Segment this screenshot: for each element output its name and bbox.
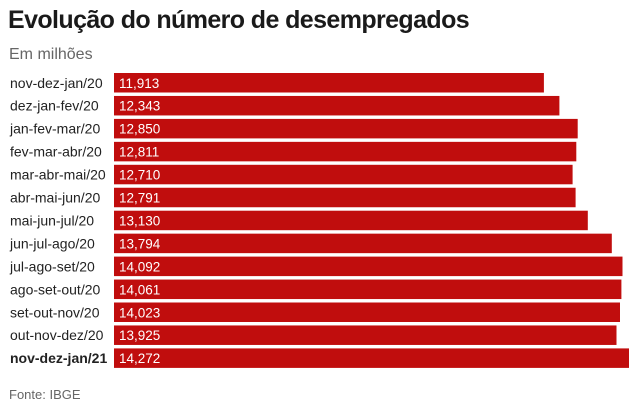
- category-label: out-nov-dez/20: [10, 327, 104, 343]
- bar: [114, 210, 588, 231]
- bar: [114, 187, 576, 208]
- source-note: Fonte: IBGE: [9, 387, 81, 402]
- bar-value-label: 11,913: [119, 76, 159, 91]
- bar: [114, 164, 573, 185]
- bar-value-label: 12,791: [119, 191, 160, 206]
- category-label: jun-jul-ago/20: [9, 235, 95, 251]
- bar: [114, 279, 622, 300]
- bar: [114, 95, 560, 116]
- category-label: mai-jun-jul/20: [10, 212, 94, 228]
- bar: [114, 302, 620, 322]
- bar: [114, 325, 617, 345]
- bar-value-label: 13,925: [119, 328, 160, 343]
- category-label: fev-mar-abr/20: [10, 144, 102, 160]
- bar: [114, 141, 577, 162]
- bar: [114, 256, 623, 277]
- category-label: ago-set-out/20: [10, 281, 100, 297]
- bar-value-label: 14,023: [119, 305, 160, 320]
- bar-value-label: 12,811: [119, 145, 159, 160]
- bar-value-label: 12,850: [119, 122, 160, 137]
- bar-value-label: 12,710: [119, 168, 160, 183]
- category-label: mar-abr-mai/20: [10, 167, 106, 183]
- bar: [114, 348, 629, 368]
- bar: [114, 73, 544, 93]
- category-label: nov-dez-jan/21: [10, 350, 107, 366]
- bar: [114, 118, 578, 139]
- category-label: dez-jan-fev/20: [10, 98, 99, 114]
- chart-subtitle: Em milhões: [9, 46, 93, 63]
- bar-value-label: 14,272: [119, 351, 160, 366]
- bar-value-label: 12,343: [119, 99, 160, 114]
- chart-title: Evolução do número de desempregados: [8, 6, 470, 34]
- bar-value-label: 14,061: [119, 282, 160, 297]
- bar-value-label: 14,092: [119, 259, 160, 274]
- category-label: jan-fev-mar/20: [9, 121, 100, 137]
- bar: [114, 233, 612, 254]
- category-label: abr-mai-jun/20: [10, 190, 100, 206]
- category-label: set-out-nov/20: [10, 304, 100, 320]
- category-label: jul-ago-set/20: [9, 258, 95, 274]
- bar-value-label: 13,794: [119, 236, 161, 251]
- bar-value-label: 13,130: [119, 213, 160, 228]
- category-label: nov-dez-jan/20: [10, 75, 103, 91]
